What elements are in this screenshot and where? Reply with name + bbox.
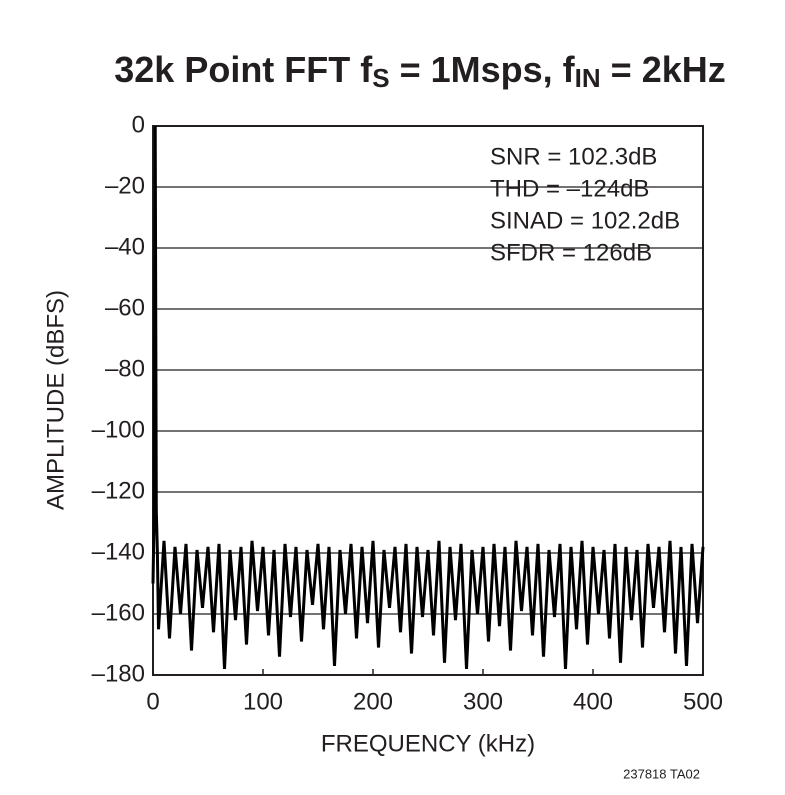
x-tick-label: 300: [463, 688, 503, 715]
annotation: THD = –124dB: [490, 175, 649, 202]
title-part: = 1Msps, f: [390, 49, 576, 90]
x-axis-label: FREQUENCY (kHz): [321, 730, 535, 757]
y-tick-label: –20: [105, 172, 145, 199]
y-tick-label: –180: [92, 660, 145, 687]
annotation: SFDR = 126dB: [490, 239, 652, 266]
annotation: SINAD = 102.2dB: [490, 207, 680, 234]
x-tick-label: 100: [243, 688, 283, 715]
x-tick-label: 200: [353, 688, 393, 715]
title-sub: IN: [575, 63, 601, 93]
x-tick-label: 400: [573, 688, 613, 715]
y-tick-label: –140: [92, 538, 145, 565]
y-tick-label: –60: [105, 294, 145, 321]
footnote: 237818 TA02: [623, 766, 700, 781]
y-tick-label: –120: [92, 477, 145, 504]
title-part: 32k Point FFT f: [114, 49, 373, 90]
title-sub: S: [372, 63, 389, 93]
y-axis-label: AMPLITUDE (dBFS): [42, 290, 69, 510]
y-tick-label: –80: [105, 355, 145, 382]
chart-title: 32k Point FFT fS = 1Msps, fIN = 2kHz: [114, 49, 726, 93]
x-tick-label: 500: [683, 688, 723, 715]
y-tick-label: 0: [132, 111, 145, 138]
y-tick-label: –100: [92, 416, 145, 443]
y-tick-label: –40: [105, 233, 145, 260]
title-part: = 2kHz: [601, 49, 726, 90]
annotation: SNR = 102.3dB: [490, 143, 657, 170]
y-tick-label: –160: [92, 599, 145, 626]
x-tick-label: 0: [146, 688, 159, 715]
spectrum-line: [151, 125, 705, 669]
